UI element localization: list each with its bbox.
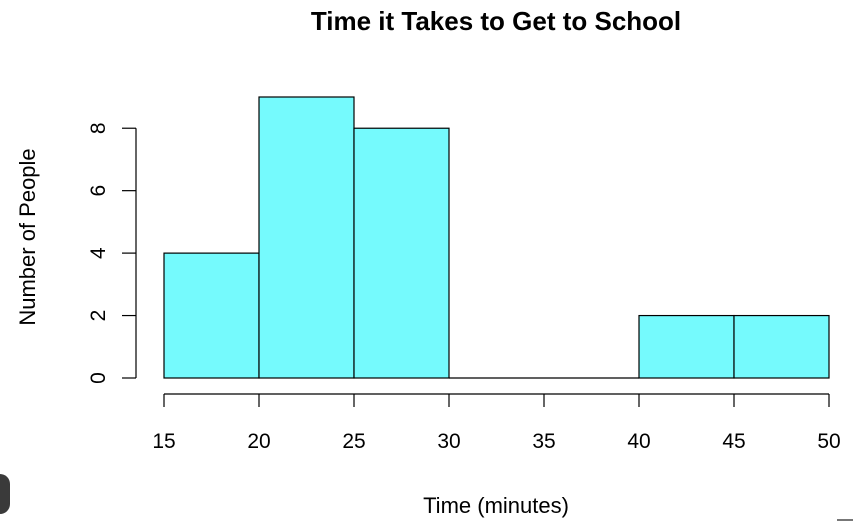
chart-title: Time it Takes to Get to School	[311, 6, 681, 36]
y-tick-label-0: 0	[87, 372, 110, 384]
x-tick-label-40: 40	[627, 430, 650, 453]
x-axis-label: Time (minutes)	[423, 493, 569, 518]
edge-scroll-handle	[0, 474, 10, 514]
x-tick-label-45: 45	[722, 430, 745, 453]
x-tick-label-15: 15	[152, 430, 175, 453]
bars-group	[163, 96, 830, 379]
x-tick-label-50: 50	[817, 430, 840, 453]
y-axis: 0 2 4 6 8	[87, 122, 137, 384]
histogram-bar-45-50	[733, 314, 830, 379]
x-tick-label-20: 20	[247, 430, 270, 453]
x-tick-label-35: 35	[532, 430, 555, 453]
y-tick-label-4: 4	[87, 247, 110, 259]
histogram-bar-25-30	[353, 127, 450, 379]
corner-mark	[837, 519, 853, 521]
y-tick-label-6: 6	[87, 185, 110, 197]
histogram-bar-15-20	[163, 252, 260, 379]
histogram-bar-40-45	[638, 314, 735, 379]
y-axis-label: Number of People	[15, 148, 40, 325]
y-tick-label-8: 8	[87, 122, 110, 134]
x-axis: 15 20 25 30 35 40 45 50	[152, 393, 841, 453]
x-tick-label-25: 25	[342, 430, 365, 453]
y-tick-label-2: 2	[87, 310, 110, 322]
x-tick-label-30: 30	[437, 430, 460, 453]
histogram-bar-20-25	[258, 96, 355, 379]
